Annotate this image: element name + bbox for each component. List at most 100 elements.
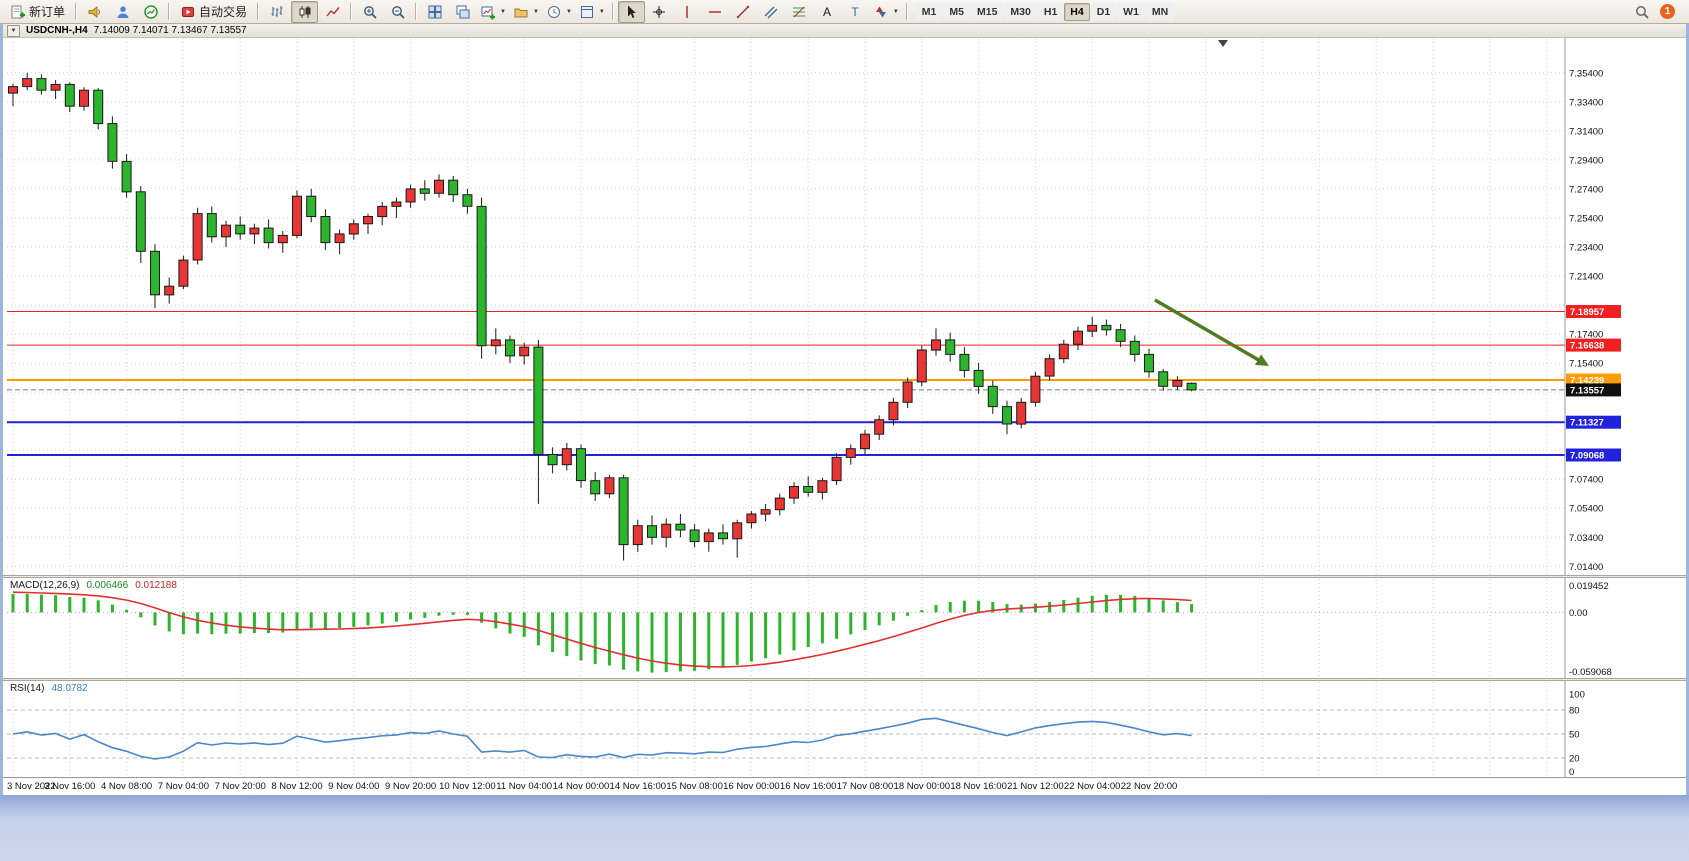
cursor-icon [628, 5, 637, 18]
price-tags: 7.18957 7.16638 7.14239 7.11327 7.09068 7.135… [1566, 305, 1621, 462]
chart-title-symbol: USDCNH-,H4 [26, 25, 88, 36]
chart-shift-marker[interactable] [1218, 40, 1228, 47]
timeframe-MN-button[interactable]: MN [1145, 2, 1175, 21]
cursor-tool-button[interactable] [617, 0, 645, 23]
timeframe-M30-button[interactable]: M30 [1004, 2, 1037, 21]
price-chart-panel[interactable]: 7.35400 7.33400 7.31400 7.29400 7.27400 7.254… [3, 38, 1686, 575]
svg-text:7.29400: 7.29400 [1569, 155, 1603, 166]
chevron-down-icon: ▼ [598, 8, 605, 15]
timeframe-H4-button[interactable]: H4 [1064, 2, 1090, 21]
time-axis-label: 4 Nov 08:00 [100, 781, 153, 792]
svg-text:50: 50 [1569, 730, 1580, 741]
line-chart-button[interactable] [319, 1, 346, 23]
grid [12, 682, 1548, 776]
channel-tool-button[interactable] [758, 1, 785, 23]
svg-text:7.17400: 7.17400 [1569, 330, 1603, 341]
time-axis-label: 22 Nov 04:00 [1063, 781, 1121, 792]
vertical-line-tool-button[interactable] [674, 1, 701, 23]
time-axis-label: 14 Nov 16:00 [609, 781, 667, 792]
time-axis-label: 3 Nov 2022 [7, 781, 56, 792]
svg-text:0.019452: 0.019452 [1569, 581, 1609, 592]
new-chart-button[interactable]: ▼ [477, 1, 509, 23]
trend-arrow-annotation[interactable] [1154, 298, 1269, 366]
toolbar-separator [168, 3, 171, 20]
tile-windows-button[interactable] [421, 1, 448, 23]
new-order-label: 新订单 [29, 5, 66, 19]
svg-text:7.27400: 7.27400 [1569, 184, 1603, 195]
chevron-down-icon: ▼ [565, 8, 572, 15]
timeframe-M15-button[interactable]: M15 [970, 2, 1004, 21]
candlestick-series [8, 72, 1197, 561]
time-axis[interactable]: 3 Nov 2022 3 Nov 16:00 4 Nov 08:00 7 Nov 04… [3, 777, 1686, 795]
svg-text:7.21400: 7.21400 [1569, 272, 1603, 283]
line-chart-icon [325, 6, 340, 16]
bar-chart-button[interactable] [263, 1, 290, 23]
macd-signal-line [12, 591, 1192, 668]
profiles-folder-icon [514, 8, 528, 17]
svg-text:7.13557: 7.13557 [1570, 385, 1604, 396]
window-bottom-frame [0, 795, 1689, 861]
timeframe-W1-button[interactable]: W1 [1117, 2, 1145, 21]
alerts-button[interactable] [81, 1, 108, 23]
chart-menu-button[interactable]: ▼ [7, 24, 20, 37]
vertical-line-icon [686, 5, 689, 18]
macd-panel[interactable]: 0.019452 0.00 -0.059068 [3, 578, 1686, 678]
zoom-in-icon [363, 5, 377, 19]
cascade-windows-icon [456, 5, 470, 18]
macd-panel-splitter[interactable] [3, 575, 1686, 578]
crosshair-icon [653, 5, 666, 18]
svg-text:7.15400: 7.15400 [1569, 359, 1603, 370]
toolbar-separator [75, 3, 78, 20]
text-icon: A [823, 5, 831, 19]
cascade-windows-button[interactable] [449, 1, 476, 23]
timeframe-D1-button[interactable]: D1 [1090, 2, 1117, 21]
arrows-tool-button[interactable]: ▼ [870, 1, 902, 23]
time-axis-label: 15 Nov 08:00 [666, 781, 723, 792]
svg-text:7.18957: 7.18957 [1570, 307, 1604, 318]
rsi-panel[interactable]: 100 80 50 20 0 [3, 681, 1686, 777]
profiles-button[interactable]: ▼ [510, 1, 542, 23]
text-tool-button[interactable]: A [814, 1, 841, 23]
timeframe-M1-button[interactable]: M1 [915, 2, 943, 21]
svg-text:7.35400: 7.35400 [1569, 68, 1603, 79]
horizontal-level-lines[interactable] [7, 311, 1565, 456]
svg-text:100: 100 [1569, 690, 1585, 701]
expert-advisors-button[interactable] [137, 1, 164, 23]
accounts-button[interactable] [109, 1, 136, 23]
time-axis-label: 9 Nov 04:00 [328, 781, 380, 792]
svg-text:7.16638: 7.16638 [1570, 341, 1604, 352]
template-icon [580, 5, 593, 18]
toolbar-separator [350, 3, 353, 20]
notifications-badge[interactable]: 1 [1660, 4, 1675, 19]
timeframe-M5-button[interactable]: M5 [943, 2, 970, 21]
new-order-button[interactable]: 新订单 [4, 1, 71, 23]
svg-text:7.11327: 7.11327 [1570, 418, 1604, 429]
time-axis-label: 14 Nov 00:00 [552, 781, 610, 792]
svg-text:7.25400: 7.25400 [1569, 214, 1603, 225]
svg-text:20: 20 [1569, 754, 1580, 765]
auto-trading-button[interactable]: 自动交易 [174, 1, 253, 23]
search-icon[interactable] [1634, 4, 1650, 20]
horn-icon [88, 5, 100, 18]
chevron-down-icon: ▼ [532, 8, 539, 15]
auto-trading-icon [182, 6, 195, 17]
new-order-icon [11, 5, 25, 18]
svg-text:T: T [852, 5, 860, 19]
templates-button[interactable]: ▼ [576, 1, 608, 23]
fibonacci-tool-button[interactable] [786, 1, 813, 23]
zoom-out-button[interactable] [384, 1, 411, 23]
bar-chart-icon [271, 5, 283, 17]
periods-button[interactable]: ▼ [543, 1, 575, 23]
trendline-tool-button[interactable] [730, 1, 757, 23]
rsi-panel-splitter[interactable] [3, 678, 1686, 681]
timeframe-H1-button[interactable]: H1 [1037, 2, 1064, 21]
text-label-tool-button[interactable]: T [842, 1, 869, 23]
candlestick-chart-button[interactable] [291, 0, 319, 23]
zoom-in-button[interactable] [356, 1, 383, 23]
crosshair-tool-button[interactable] [646, 1, 673, 23]
chevron-down-icon: ▼ [500, 8, 506, 15]
chart-titlebar: ▼ USDCNH-,H4 7.14009 7.14071 7.13467 7.1… [3, 24, 1686, 38]
horizontal-line-tool-button[interactable] [702, 1, 729, 23]
time-axis-label: 18 Nov 16:00 [950, 781, 1007, 792]
